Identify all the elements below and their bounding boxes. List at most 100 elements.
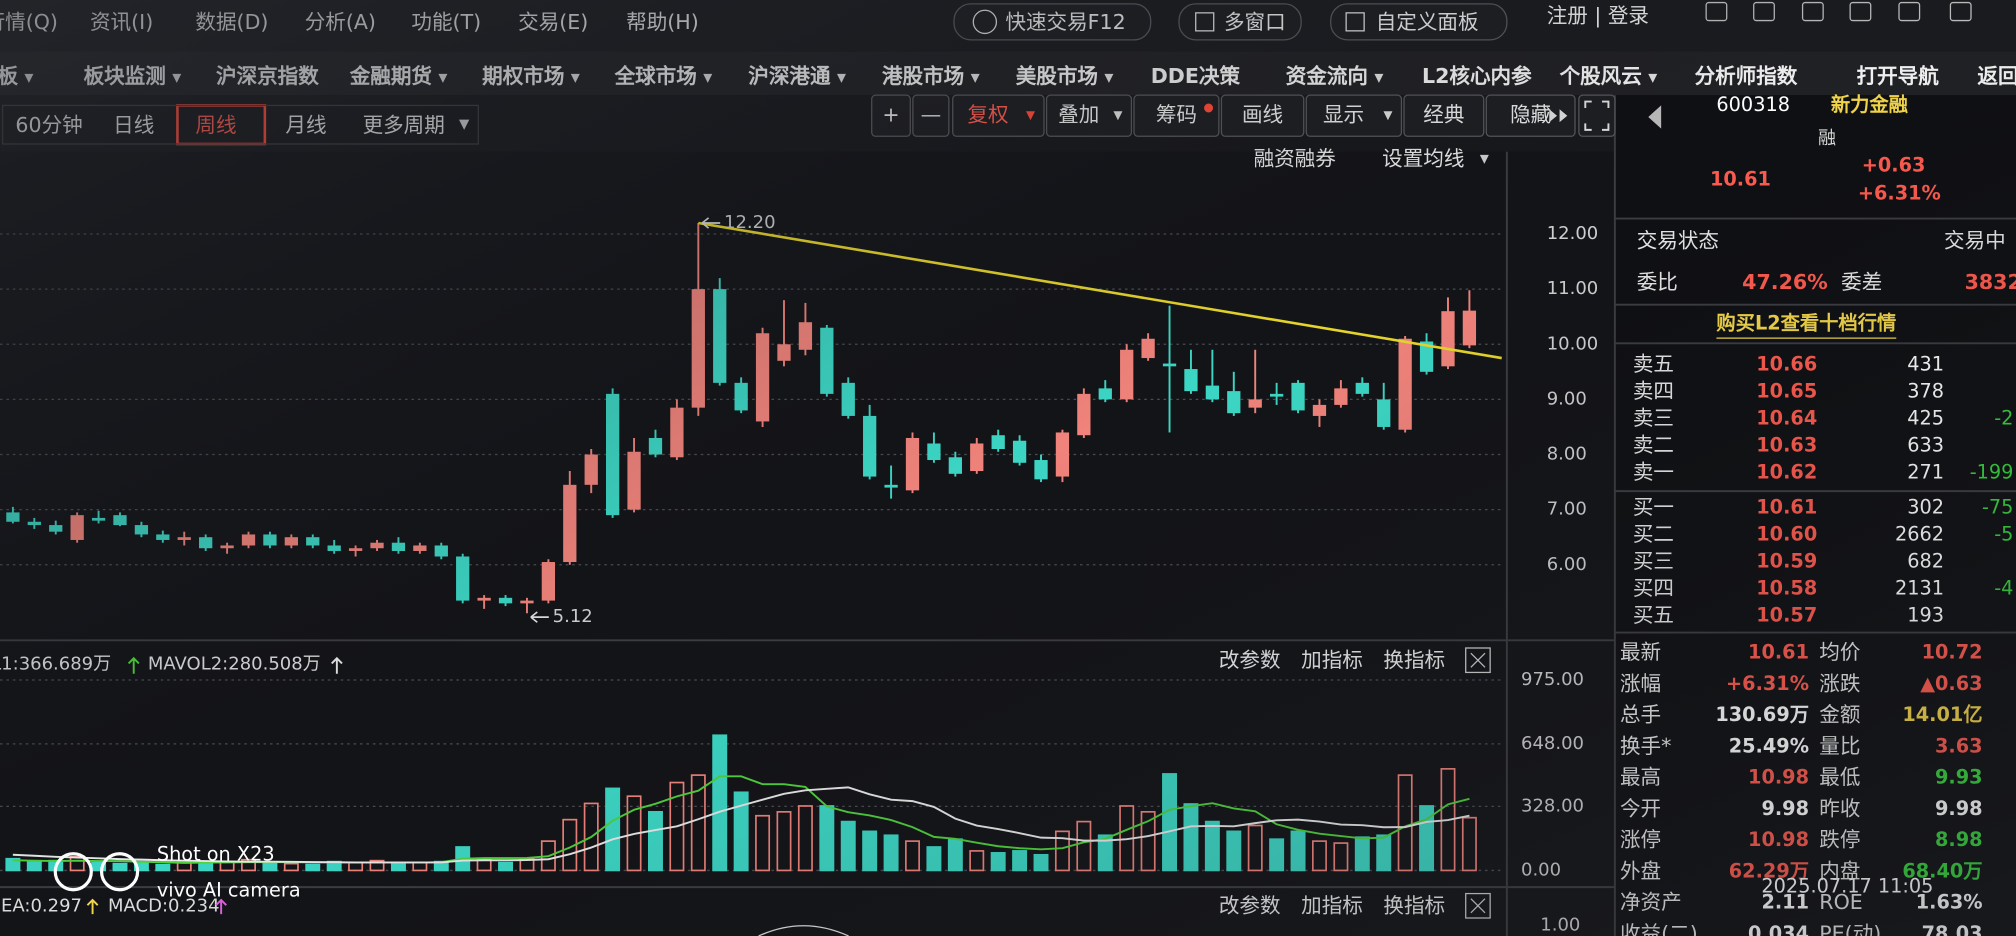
l2-link[interactable]: 购买L2查看十档行情 bbox=[1716, 312, 1896, 335]
stat-label: 涨停 bbox=[1620, 828, 1661, 852]
order-label: 买四 bbox=[1633, 576, 1674, 600]
stat-label: 总手 bbox=[1620, 703, 1661, 727]
candle-body bbox=[241, 534, 256, 546]
volume-bar bbox=[647, 810, 663, 872]
pane-button[interactable]: 加指标 bbox=[1301, 893, 1363, 917]
fullscreen-button[interactable] bbox=[1578, 94, 1616, 137]
candle-body bbox=[70, 515, 84, 540]
quick-trade[interactable]: 快速交易F12 bbox=[1005, 10, 1125, 34]
multi-window[interactable]: 多窗口 bbox=[1224, 10, 1286, 34]
nav-item[interactable]: 全球市场 bbox=[614, 64, 697, 88]
nav-item[interactable]: 期权市场 bbox=[482, 64, 564, 88]
nav-item[interactable]: 金融期货 bbox=[349, 64, 432, 88]
toolbar-label[interactable]: — bbox=[921, 103, 942, 127]
order-volume: 271 bbox=[1907, 461, 1944, 484]
change: +0.63 bbox=[1862, 153, 1926, 176]
period[interactable]: 60分钟 bbox=[15, 113, 82, 137]
toolbar-label[interactable]: 复权 bbox=[968, 103, 1009, 127]
period[interactable]: 更多周期 bbox=[363, 113, 445, 137]
order-price: 10.66 bbox=[1756, 353, 1817, 376]
menu-item[interactable]: 行情(Q) bbox=[0, 10, 58, 34]
pane-button[interactable]: 改参数 bbox=[1219, 893, 1281, 917]
nav-item[interactable]: 港股市场 bbox=[882, 64, 964, 88]
candle-body bbox=[1184, 369, 1198, 392]
y-tick-label: 8.00 bbox=[1547, 444, 1587, 465]
candle-body bbox=[1034, 460, 1048, 480]
toolbar-label[interactable]: + bbox=[882, 103, 899, 127]
toolbar-label[interactable]: 画线 bbox=[1242, 103, 1283, 127]
candle-body bbox=[156, 534, 170, 540]
period[interactable]: 月线 bbox=[285, 113, 326, 137]
nav-item[interactable]: DDE决策 bbox=[1151, 64, 1241, 88]
nav-item[interactable]: 沪深港通 bbox=[748, 64, 831, 88]
order-volume: 633 bbox=[1907, 434, 1944, 457]
pane-button[interactable]: 换指标 bbox=[1383, 648, 1445, 672]
ma-setting[interactable]: 设置均线 bbox=[1382, 146, 1464, 170]
stat-value: 14.01亿 bbox=[1902, 703, 1982, 726]
stat-label: 换手* bbox=[1620, 734, 1671, 758]
toolbar-label[interactable]: 经典 bbox=[1423, 103, 1464, 127]
nav-item[interactable]: 板块监测 bbox=[84, 64, 166, 88]
diff-label: 委差 bbox=[1841, 270, 1882, 294]
candle-body bbox=[370, 542, 384, 549]
login[interactable]: 注册 | 登录 bbox=[1547, 4, 1649, 29]
y-tick-label: 6.00 bbox=[1547, 554, 1587, 575]
menu-item[interactable]: 资讯(I) bbox=[90, 10, 153, 34]
margin-trading[interactable]: 融资融券 bbox=[1254, 146, 1337, 170]
menu-item[interactable]: 分析(A) bbox=[305, 10, 376, 34]
nav-item[interactable]: 美股市场 bbox=[1016, 64, 1098, 88]
toolbar-label[interactable]: 隐藏 bbox=[1510, 103, 1551, 127]
order-volume: 302 bbox=[1907, 495, 1944, 518]
y-tick-label: 9.00 bbox=[1547, 388, 1587, 409]
menu-item[interactable]: 交易(E) bbox=[518, 10, 588, 34]
stat-value: 10.98 bbox=[1748, 766, 1809, 789]
order-change: -4 bbox=[1994, 576, 2013, 599]
candle-body bbox=[820, 327, 834, 394]
toolbar-label[interactable]: 筹码 bbox=[1156, 103, 1197, 127]
toolbar-label[interactable]: 显示 bbox=[1323, 103, 1364, 127]
pane-button[interactable]: 加指标 bbox=[1301, 648, 1363, 672]
order-label: 卖四 bbox=[1633, 379, 1674, 403]
candle-body bbox=[177, 537, 191, 540]
custom-panel[interactable]: 自定义面板 bbox=[1376, 10, 1479, 34]
volume-bar bbox=[712, 734, 728, 872]
candle-body bbox=[520, 600, 534, 604]
y-tick-label: 7.00 bbox=[1547, 499, 1587, 520]
y-tick-label: 10.00 bbox=[1547, 333, 1599, 354]
nav-item[interactable]: 打开导航 bbox=[1857, 64, 1940, 88]
nav-item[interactable]: 沪深京指数 bbox=[216, 64, 319, 88]
nav-item[interactable]: L2核心内参 bbox=[1422, 64, 1532, 88]
dea: DEA:0.297 bbox=[0, 895, 82, 916]
stat-value: 10.72 bbox=[1922, 641, 1983, 664]
period[interactable]: 日线 bbox=[113, 113, 154, 137]
candle-body bbox=[1120, 349, 1134, 400]
stat-label: 收益(二) bbox=[1620, 921, 1698, 936]
candle-body bbox=[477, 597, 491, 601]
stock-name: 新力金融 bbox=[1831, 93, 1909, 116]
volume-bar bbox=[1183, 803, 1199, 872]
order-change: -75 bbox=[1982, 495, 2013, 518]
nav-item[interactable]: 板 bbox=[0, 64, 18, 88]
stat-label: 涨幅 bbox=[1620, 671, 1661, 695]
candle-body bbox=[1162, 363, 1177, 367]
toolbar-label[interactable]: 叠加 bbox=[1058, 103, 1099, 127]
pane-button[interactable]: 改参数 bbox=[1219, 648, 1281, 672]
order-change: -199 bbox=[1970, 461, 2014, 484]
nav-item[interactable]: 资金流向 bbox=[1286, 64, 1368, 88]
menu-item[interactable]: 帮助(H) bbox=[626, 10, 699, 34]
menu-item[interactable]: 功能(T) bbox=[411, 10, 481, 34]
nav-item[interactable]: 返回 bbox=[1977, 64, 2016, 88]
pane-button[interactable]: 换指标 bbox=[1383, 893, 1445, 917]
order-volume: 682 bbox=[1907, 549, 1944, 572]
nav-item[interactable]: 分析师指数 bbox=[1695, 64, 1798, 88]
candle-body bbox=[1462, 310, 1477, 346]
candle-body bbox=[1312, 404, 1327, 416]
period[interactable]: 周线 bbox=[195, 113, 236, 137]
nav-item[interactable]: 个股风云 bbox=[1560, 64, 1642, 88]
volume-bar bbox=[1033, 853, 1049, 872]
menu-item[interactable]: 数据(D) bbox=[195, 10, 268, 34]
stat-label: 金额 bbox=[1819, 703, 1860, 727]
candle-body bbox=[263, 534, 277, 546]
diff: 3832 bbox=[1965, 270, 2016, 294]
